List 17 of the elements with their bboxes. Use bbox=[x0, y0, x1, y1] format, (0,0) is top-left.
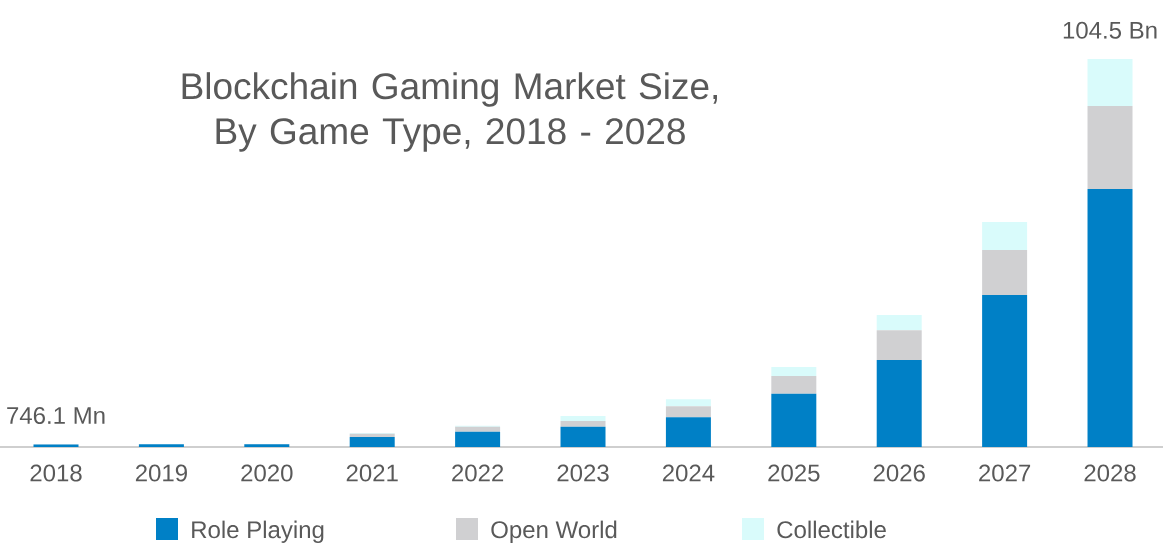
legend-label: Role Playing bbox=[192, 520, 324, 543]
x-tick-label: 2019 bbox=[135, 464, 187, 482]
annotation: 104.5 Bn bbox=[1063, 21, 1157, 39]
x-tick-label: 2023 bbox=[557, 464, 609, 482]
x-tick-label: 2020 bbox=[241, 464, 293, 482]
x-tick-label: 2027 bbox=[979, 464, 1031, 482]
legend-label: Open World bbox=[491, 520, 617, 543]
x-tick-label: 2022 bbox=[452, 464, 504, 482]
x-tick-label: 2028 bbox=[1084, 464, 1136, 482]
x-tick-label: 2018 bbox=[30, 464, 82, 482]
annotation: 746.1 Mn bbox=[7, 407, 105, 425]
x-tick-label: 2026 bbox=[873, 464, 925, 482]
x-tick-label: 2021 bbox=[346, 464, 398, 482]
x-tick-label: 2025 bbox=[768, 464, 820, 482]
x-tick-label: 2024 bbox=[662, 464, 715, 482]
legend-label: Collectible bbox=[777, 520, 886, 539]
text: Blockchain Gaming Market Size, By Game Type, 2018 - 2028 bbox=[182, 72, 717, 152]
